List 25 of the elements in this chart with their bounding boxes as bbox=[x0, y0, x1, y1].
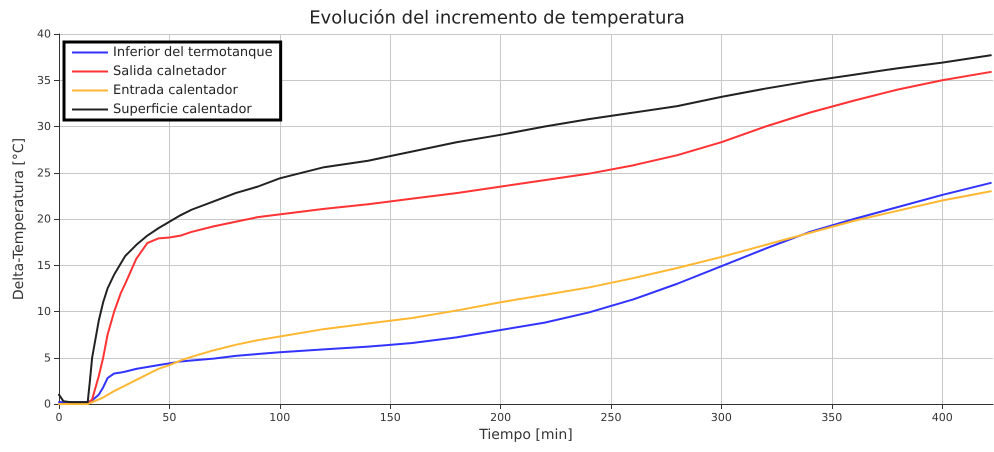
x-tick-label: 150 bbox=[380, 411, 401, 424]
x-tick-label: 300 bbox=[710, 411, 732, 424]
y-tick-label: 15 bbox=[37, 258, 51, 272]
legend-label: Salida calnetador bbox=[113, 64, 228, 79]
y-tick-label: 30 bbox=[37, 120, 51, 133]
y-tick-label: 20 bbox=[37, 212, 51, 226]
legend-label: Superficie calentador bbox=[113, 102, 252, 117]
x-tick-label: 400 bbox=[932, 411, 953, 424]
x-tick-label: 50 bbox=[162, 411, 176, 424]
y-tick-label: 40 bbox=[37, 28, 51, 40]
y-tick-label: 25 bbox=[37, 166, 51, 180]
x-tick-label: 200 bbox=[490, 411, 512, 424]
x-tick-label: 250 bbox=[600, 411, 622, 424]
x-axis-title: Tiempo [min] bbox=[478, 427, 573, 443]
legend-label: Inferior del termotanque bbox=[113, 45, 273, 60]
y-tick-label: 35 bbox=[37, 74, 51, 87]
y-tick-label: 5 bbox=[44, 351, 51, 364]
legend-label: Entrada calentador bbox=[113, 83, 238, 98]
x-tick-label: 350 bbox=[821, 411, 842, 424]
y-axis-title: Delta-Temperatura [°C] bbox=[11, 138, 28, 300]
y-tick-label: 10 bbox=[37, 305, 51, 318]
chart-title: Evolución del incremento de temperatura bbox=[309, 8, 685, 28]
y-tick-label: 0 bbox=[44, 398, 51, 410]
x-tick-label: 100 bbox=[269, 411, 290, 424]
x-tick-label: 0 bbox=[56, 411, 62, 424]
